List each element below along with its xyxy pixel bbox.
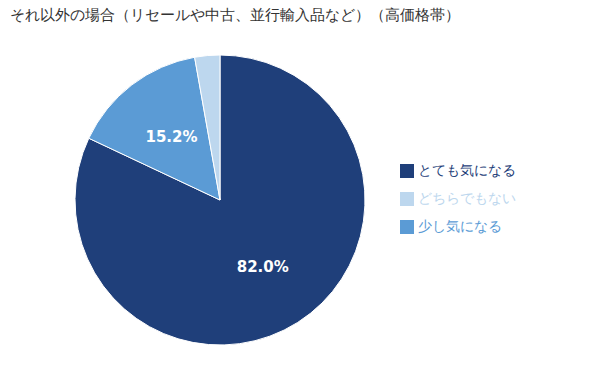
html-text:少し気になる: 少し気になる (418, 217, 502, 234)
html-text:とても気になる: とても気になる (418, 161, 516, 178)
html-text:それ以外の場合（リセールや中古、並行輸入品など）（高価格帯）: それ以外の場合（リセールや中古、並行輸入品など）（高価格帯） (10, 6, 460, 24)
svg-text:15.2%: 15.2% (145, 128, 197, 146)
html-text:どちらでもない: どちらでもない (418, 189, 516, 206)
svg-text:82.0%: 82.0% (237, 258, 289, 276)
